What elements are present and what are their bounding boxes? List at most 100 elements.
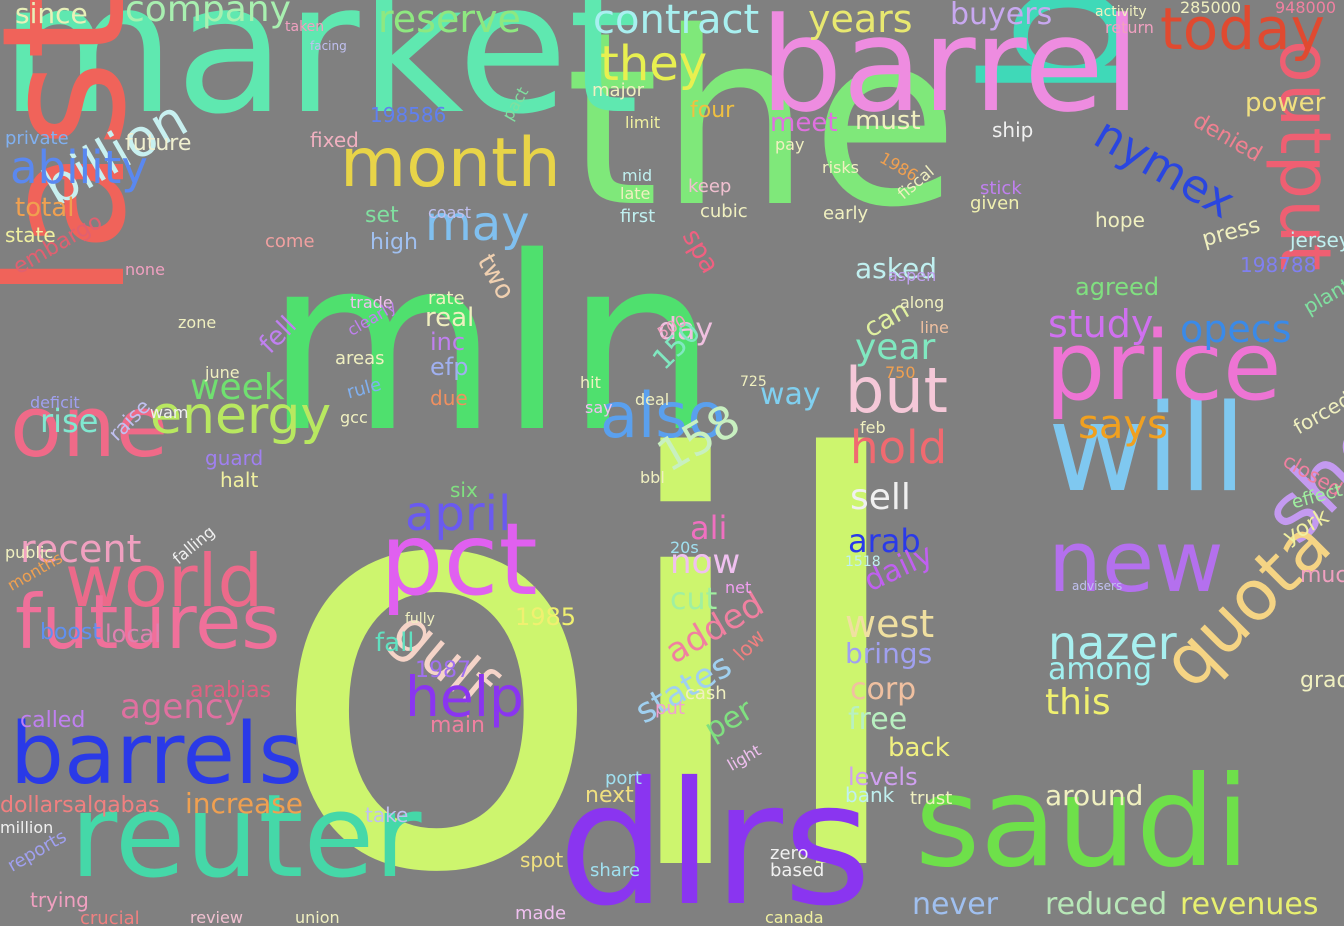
word-196: advisers xyxy=(1072,579,1123,593)
word-31: buyers xyxy=(950,0,1053,32)
word-109: halt xyxy=(220,468,259,492)
word-105: real xyxy=(425,303,475,333)
word-150: gcc xyxy=(340,408,368,427)
word-26: contract xyxy=(593,0,760,43)
word-86: four xyxy=(690,98,735,123)
word-51: among xyxy=(1048,652,1153,687)
word-136: canada xyxy=(765,908,824,926)
word-103: efp xyxy=(430,353,469,381)
word-165: coast xyxy=(428,203,471,222)
word-156: rate xyxy=(428,288,465,309)
word-116: jersey xyxy=(1290,228,1344,252)
word-30: years xyxy=(808,0,913,41)
word-118: 198788 xyxy=(1240,253,1317,277)
word-52: this xyxy=(1045,682,1111,723)
word-80: main xyxy=(430,713,485,738)
word-73: called xyxy=(20,708,86,733)
word-117: plant xyxy=(1299,272,1344,320)
word-6: barrel xyxy=(760,0,1141,141)
word-192: public xyxy=(5,543,54,562)
word-142: cash xyxy=(685,683,727,704)
word-84: asked xyxy=(855,252,937,285)
word-146: net xyxy=(725,578,752,597)
word-71: increase xyxy=(185,787,304,820)
word-49: rise xyxy=(40,402,99,440)
word-92: set xyxy=(365,203,399,228)
word-101: ali xyxy=(690,509,728,547)
word-193: facing xyxy=(310,39,347,53)
word-37: april xyxy=(405,486,512,542)
word-59: corp xyxy=(850,672,917,707)
word-135: made xyxy=(515,903,567,924)
word-186: 285000 xyxy=(1180,0,1242,17)
word-66: now xyxy=(670,542,741,582)
word-83: way xyxy=(760,377,821,412)
word-100: 198586 xyxy=(370,103,447,127)
word-176: feb xyxy=(860,418,886,437)
word-167: late xyxy=(620,184,651,203)
word-157: trade xyxy=(350,293,393,312)
word-9: reuter xyxy=(70,770,422,904)
word-15: one xyxy=(10,378,169,477)
word-72: dollarsalqabas xyxy=(0,793,160,818)
word-137: spot xyxy=(520,848,564,872)
word-39: but xyxy=(845,354,948,427)
word-138: share xyxy=(590,860,640,881)
word-61: back xyxy=(888,733,950,763)
word-36: help xyxy=(405,665,524,729)
word-13: new xyxy=(1048,513,1224,612)
word-17: futures xyxy=(15,578,281,666)
word-182: hit xyxy=(580,373,601,392)
word-91: agreed xyxy=(1075,273,1160,301)
word-132: crucial xyxy=(80,908,140,926)
word-89: power xyxy=(1245,88,1326,118)
word-25: also xyxy=(600,379,726,452)
word-88: must xyxy=(855,106,921,136)
word-175: aspen xyxy=(888,266,937,285)
word-55: revenues xyxy=(1180,887,1319,922)
word-168: limit xyxy=(625,113,661,132)
word-11: barrels xyxy=(10,705,303,804)
word-129: million xyxy=(0,818,54,837)
word-46: recent xyxy=(20,527,142,571)
word-0: oil xyxy=(265,344,919,926)
word-1: mln xyxy=(265,205,718,485)
word-44: study xyxy=(1048,302,1154,346)
word-57: west xyxy=(845,602,935,646)
word-160: keep xyxy=(688,176,732,197)
word-148: areas xyxy=(335,348,385,369)
word-190: deficit xyxy=(30,393,80,412)
word-197: fully xyxy=(405,611,435,627)
word-76: arabias xyxy=(190,678,272,703)
word-47: agency xyxy=(120,687,244,727)
word-161: first xyxy=(620,206,656,227)
word-159: pay xyxy=(775,135,805,154)
word-27: company xyxy=(125,0,291,30)
word-32: since xyxy=(15,0,88,30)
word-189: return xyxy=(1105,18,1154,37)
word-48: week xyxy=(190,367,285,408)
word-28: reserve xyxy=(378,0,521,41)
word-126: trust xyxy=(910,788,953,809)
word-74: local xyxy=(105,620,161,648)
word-22: month xyxy=(340,124,561,203)
word-184: 725 xyxy=(740,374,767,390)
word-134: union xyxy=(295,908,340,926)
word-153: come xyxy=(265,231,315,252)
word-173: along xyxy=(900,293,945,312)
word-78: 1985 xyxy=(515,603,577,631)
word-112: given xyxy=(970,193,1020,214)
word-113: stick xyxy=(980,178,1022,199)
word-155: zone xyxy=(178,313,217,332)
word-7: dlrs xyxy=(558,746,872,926)
word-177: 1518 xyxy=(845,554,881,570)
word-54: reduced xyxy=(1045,887,1168,922)
word-111: ship xyxy=(992,118,1034,142)
word-164: risks xyxy=(822,158,859,177)
word-119: grade xyxy=(1300,668,1344,693)
word-141: port xyxy=(605,768,642,789)
word-187: 948000 xyxy=(1275,0,1337,17)
word-98: private xyxy=(5,128,69,149)
word-169: major xyxy=(592,80,644,101)
word-108: guard xyxy=(205,446,264,470)
